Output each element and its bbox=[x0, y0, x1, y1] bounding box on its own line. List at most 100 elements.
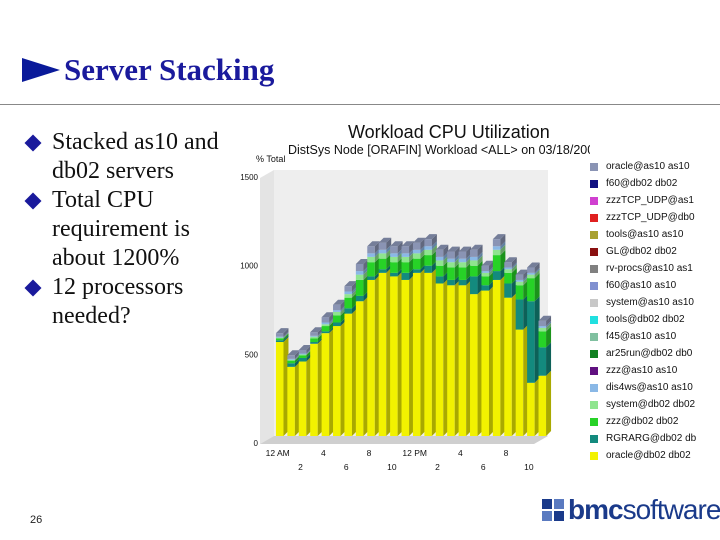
legend-swatch bbox=[590, 213, 598, 222]
x-tick-label: 4 bbox=[458, 448, 463, 458]
bar-segment-side bbox=[351, 289, 357, 298]
bar-segment bbox=[344, 291, 352, 295]
bar-top bbox=[481, 260, 494, 266]
bar-segment bbox=[367, 276, 375, 280]
bar-segment bbox=[538, 331, 547, 348]
bar-top bbox=[344, 281, 357, 287]
bar-segment bbox=[275, 340, 284, 343]
bar-segment-side bbox=[397, 267, 403, 277]
bar-segment bbox=[310, 335, 318, 337]
bar-segment bbox=[515, 299, 524, 330]
bar-segment-side bbox=[534, 273, 540, 302]
bar-segment bbox=[333, 311, 341, 316]
bar-segment bbox=[447, 267, 455, 280]
bar-segment-side bbox=[397, 241, 403, 254]
bar-segment-side bbox=[420, 248, 426, 259]
x-tick-label: 8 bbox=[504, 448, 509, 458]
bar-segment bbox=[481, 285, 489, 291]
bar-segment bbox=[515, 274, 524, 280]
bar-segment bbox=[367, 253, 375, 257]
bar-segment-side bbox=[363, 269, 369, 280]
bar-segment bbox=[287, 363, 295, 367]
bar-segment-side bbox=[351, 286, 357, 295]
bar-segment bbox=[390, 253, 398, 257]
legend-item: GL@db02 db02 bbox=[590, 243, 720, 260]
legend-label: zzz@db02 db02 bbox=[606, 416, 679, 427]
bar-segment bbox=[333, 326, 341, 436]
bar-segment-side bbox=[420, 267, 426, 436]
bar-segment bbox=[504, 283, 512, 298]
legend-item: oracle@as10 as10 bbox=[590, 158, 720, 175]
bar-segment bbox=[333, 322, 341, 327]
bar-segment-side bbox=[386, 253, 392, 270]
bar-segment-side bbox=[511, 278, 517, 298]
bar-segment-side bbox=[500, 274, 506, 436]
bar-segment-side bbox=[283, 328, 289, 337]
bar-segment-side bbox=[443, 260, 449, 277]
x-tick-label: 6 bbox=[344, 462, 349, 472]
bar-segment bbox=[378, 272, 387, 436]
bar-segment bbox=[492, 249, 501, 256]
bar-top bbox=[287, 350, 300, 356]
bar-segment bbox=[378, 269, 387, 273]
bar-segment bbox=[344, 308, 352, 314]
bar-segment bbox=[355, 263, 364, 272]
bar-segment-side bbox=[317, 337, 323, 344]
bar-segment-side bbox=[488, 271, 494, 286]
bar-segment-side bbox=[443, 244, 449, 257]
bar-segment-side bbox=[317, 331, 323, 339]
legend-swatch bbox=[590, 315, 598, 324]
legend-label: system@as10 as10 bbox=[606, 297, 694, 308]
bar-segment bbox=[492, 255, 501, 272]
legend-swatch bbox=[590, 366, 598, 375]
bar-segment-side bbox=[306, 356, 312, 436]
bar-segment bbox=[401, 262, 410, 273]
bar-segment-side bbox=[523, 274, 529, 282]
bar-segment bbox=[458, 262, 467, 268]
bar-segment-side bbox=[351, 303, 357, 314]
legend-label: f60@as10 as10 bbox=[606, 280, 677, 291]
bar-segment-side bbox=[374, 241, 380, 254]
bar-segment bbox=[298, 353, 307, 355]
bar-segment bbox=[470, 249, 478, 257]
bar-segment bbox=[470, 260, 478, 266]
bar-segment-side bbox=[409, 241, 415, 254]
bar-segment bbox=[504, 272, 512, 284]
bar-segment bbox=[321, 322, 330, 325]
bar-segment bbox=[378, 258, 387, 270]
bar-segment-side bbox=[431, 250, 437, 266]
bar-segment-side bbox=[454, 257, 460, 268]
x-tick-label: 10 bbox=[524, 462, 534, 472]
bar-segment-side bbox=[500, 234, 506, 247]
bar-segment-side bbox=[523, 324, 529, 436]
x-tick-label: 6 bbox=[481, 462, 486, 472]
bar-segment-side bbox=[283, 331, 289, 338]
bar-segment bbox=[504, 262, 512, 268]
bar-segment-side bbox=[283, 337, 289, 436]
legend-label: RGRARG@db02 db bbox=[606, 433, 697, 444]
bar-segment bbox=[481, 272, 489, 277]
bar-segment bbox=[515, 279, 524, 282]
bar-top bbox=[458, 246, 472, 252]
x-tick-label: 10 bbox=[387, 462, 397, 472]
bar-segment-side bbox=[386, 237, 392, 250]
bar-segment-side bbox=[500, 241, 506, 250]
bar-segment bbox=[538, 327, 547, 332]
bar-segment-side bbox=[523, 269, 529, 280]
bar-segment bbox=[275, 342, 284, 436]
bullet-text: Total CPU requirement is about 1200% bbox=[52, 187, 190, 271]
bar-segment bbox=[515, 285, 524, 300]
legend-swatch bbox=[590, 332, 598, 341]
bar-segment bbox=[344, 297, 352, 309]
legend-swatch bbox=[590, 400, 598, 409]
legend-swatch bbox=[590, 434, 598, 443]
bar-segment-side bbox=[466, 262, 472, 280]
y-tick-label: 500 bbox=[245, 350, 259, 359]
bar-segment-side bbox=[523, 294, 529, 330]
bar-segment bbox=[424, 272, 432, 436]
bar-segment bbox=[275, 336, 284, 338]
bar-segment-side bbox=[351, 292, 357, 309]
bar-segment bbox=[412, 253, 421, 259]
bar-segment bbox=[515, 281, 524, 286]
y-tick-label: 1000 bbox=[240, 262, 258, 271]
